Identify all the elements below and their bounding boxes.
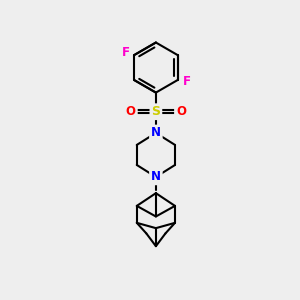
- Text: O: O: [176, 105, 186, 118]
- Text: S: S: [152, 105, 160, 118]
- Text: F: F: [182, 75, 190, 88]
- Text: N: N: [151, 170, 161, 184]
- Text: N: N: [151, 126, 161, 140]
- Text: F: F: [122, 46, 129, 59]
- Text: O: O: [126, 105, 136, 118]
